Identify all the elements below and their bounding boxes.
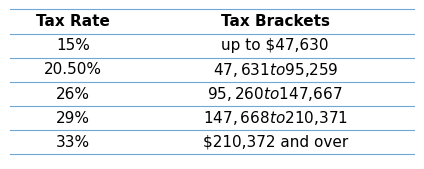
Text: Tax Brackets: Tax Brackets	[220, 14, 330, 29]
Text: $147,668 to $210,371: $147,668 to $210,371	[203, 109, 348, 127]
Text: $47,631 to $95,259: $47,631 to $95,259	[213, 61, 338, 79]
Text: $95,260 to $147,667: $95,260 to $147,667	[207, 85, 343, 103]
Text: 26%: 26%	[56, 87, 90, 102]
Text: 29%: 29%	[56, 111, 90, 126]
Text: 20.50%: 20.50%	[44, 63, 102, 77]
Text: Tax Rate: Tax Rate	[36, 14, 110, 29]
Text: 15%: 15%	[56, 38, 90, 53]
Text: $210,372 and over: $210,372 and over	[203, 135, 348, 150]
Text: 33%: 33%	[56, 135, 90, 150]
Text: up to $47,630: up to $47,630	[221, 38, 329, 53]
